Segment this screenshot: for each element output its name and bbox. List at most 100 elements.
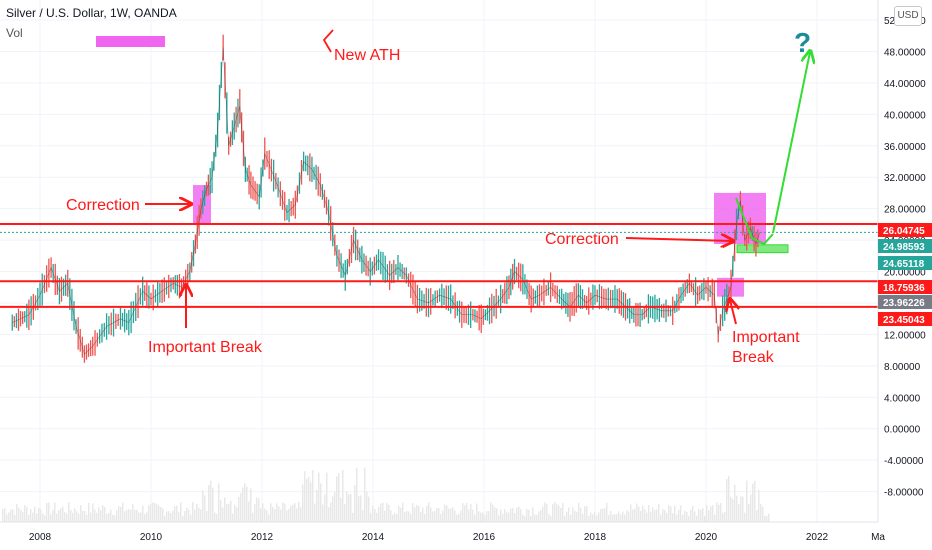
projection-zigzag <box>735 197 774 246</box>
volume-bar <box>66 513 68 522</box>
volume-bar <box>648 505 650 522</box>
volume-bar <box>480 512 482 522</box>
volume-bar <box>550 515 552 522</box>
volume-bar <box>494 507 496 522</box>
important-break-right-label-1: Important <box>732 329 800 346</box>
volume-bar <box>282 502 284 522</box>
volume-bar <box>698 509 700 522</box>
volume-bar <box>402 502 404 522</box>
volume-bar <box>58 510 60 522</box>
time-axis[interactable]: 2008 2010 2012 2014 2016 2018 2020 2022 Ma <box>0 521 932 550</box>
question-mark: ? <box>794 27 811 58</box>
volume-bar <box>84 511 86 522</box>
volume-bar <box>626 510 628 522</box>
volume-bar <box>152 502 154 522</box>
volume-bar <box>324 494 326 522</box>
volume-bar <box>186 507 188 522</box>
volume-bar <box>38 508 40 522</box>
volume-bar <box>490 502 492 522</box>
volume-bar <box>576 511 578 522</box>
volume-bar <box>328 507 330 522</box>
new-ath-arrow <box>322 29 334 53</box>
volume-bar <box>122 502 124 522</box>
price-axis[interactable]: -8.00000 -4.00000 0.00000 4.00000 8.00000 12.… <box>877 0 932 550</box>
time-tick-label: 2016 <box>473 532 496 543</box>
volume-bar <box>326 472 328 522</box>
volume-bar <box>330 502 332 522</box>
volume-bar <box>130 509 132 522</box>
time-axis-bg <box>0 522 932 550</box>
volume-bar <box>268 514 270 522</box>
symbol-title[interactable]: Silver / U.S. Dollar, 1W, OANDA <box>6 6 177 20</box>
volume-bar <box>450 508 452 522</box>
volume-bar <box>508 512 510 522</box>
volume-bar <box>640 510 642 522</box>
volume-bar <box>260 508 262 522</box>
volume-bar <box>258 498 260 522</box>
volume-bar <box>520 509 522 522</box>
volume-bar <box>458 514 460 522</box>
volume-bar <box>764 515 766 522</box>
volume-bar <box>60 508 62 522</box>
volume-bar <box>52 509 54 522</box>
volume-bar <box>304 471 306 522</box>
volume-bar <box>332 496 334 522</box>
volume-bar <box>604 508 606 522</box>
volume-bar <box>392 514 394 522</box>
volume-bar <box>178 512 180 522</box>
volume-bar <box>404 512 406 522</box>
volume-bar <box>768 513 770 522</box>
volume-bar <box>544 502 546 522</box>
volume-indicator-label[interactable]: Vol <box>6 26 23 40</box>
volume-bar <box>510 508 512 522</box>
volume-bar <box>310 482 312 522</box>
volume-bar <box>112 514 114 522</box>
chart-grid <box>0 0 879 522</box>
volume-bar <box>442 510 444 522</box>
volume-bar <box>408 511 410 522</box>
price-label-text: 23.96226 <box>883 298 925 309</box>
volume-bar <box>80 505 82 522</box>
volume-bar <box>424 514 426 522</box>
volume-bar <box>714 514 716 522</box>
volume-bar <box>682 515 684 522</box>
volume-bar <box>180 502 182 522</box>
volume-bar <box>398 505 400 522</box>
volume-bar <box>298 502 300 522</box>
volume-bar <box>636 503 638 522</box>
volume-bar <box>446 505 448 522</box>
volume-bar <box>554 502 556 522</box>
correction-left-label: Correction <box>66 197 140 214</box>
volume-bar <box>222 507 224 522</box>
highlight-boxes <box>96 36 789 297</box>
price-label-text: 26.04745 <box>883 226 925 237</box>
volume-bar <box>378 507 380 522</box>
volume-bar <box>106 514 108 522</box>
volume-bar <box>86 514 88 522</box>
volume-bar <box>614 513 616 522</box>
volume-bar <box>384 510 386 522</box>
volume-bar <box>746 480 748 522</box>
volume-bar <box>162 508 164 522</box>
volume-bar <box>194 509 196 522</box>
volume-bar <box>608 514 610 522</box>
volume-bar <box>680 505 682 522</box>
currency-button[interactable]: USD <box>894 6 922 26</box>
volume-bar <box>478 511 480 522</box>
volume-bar <box>396 514 398 522</box>
volume-bar <box>272 506 274 522</box>
volume-bar <box>286 510 288 522</box>
volume-bar <box>652 507 654 522</box>
volume-bar <box>120 506 122 522</box>
volume-bar <box>240 493 242 522</box>
volume-bar <box>696 515 698 522</box>
volume-bar <box>514 512 516 522</box>
volume-bar <box>102 505 104 522</box>
volume-bar <box>228 503 230 522</box>
volume-bar <box>634 508 636 522</box>
volume-bar <box>278 506 280 522</box>
volume-bar <box>654 509 656 522</box>
price-label-text: 23.45043 <box>883 315 925 326</box>
volume-bar <box>660 514 662 522</box>
